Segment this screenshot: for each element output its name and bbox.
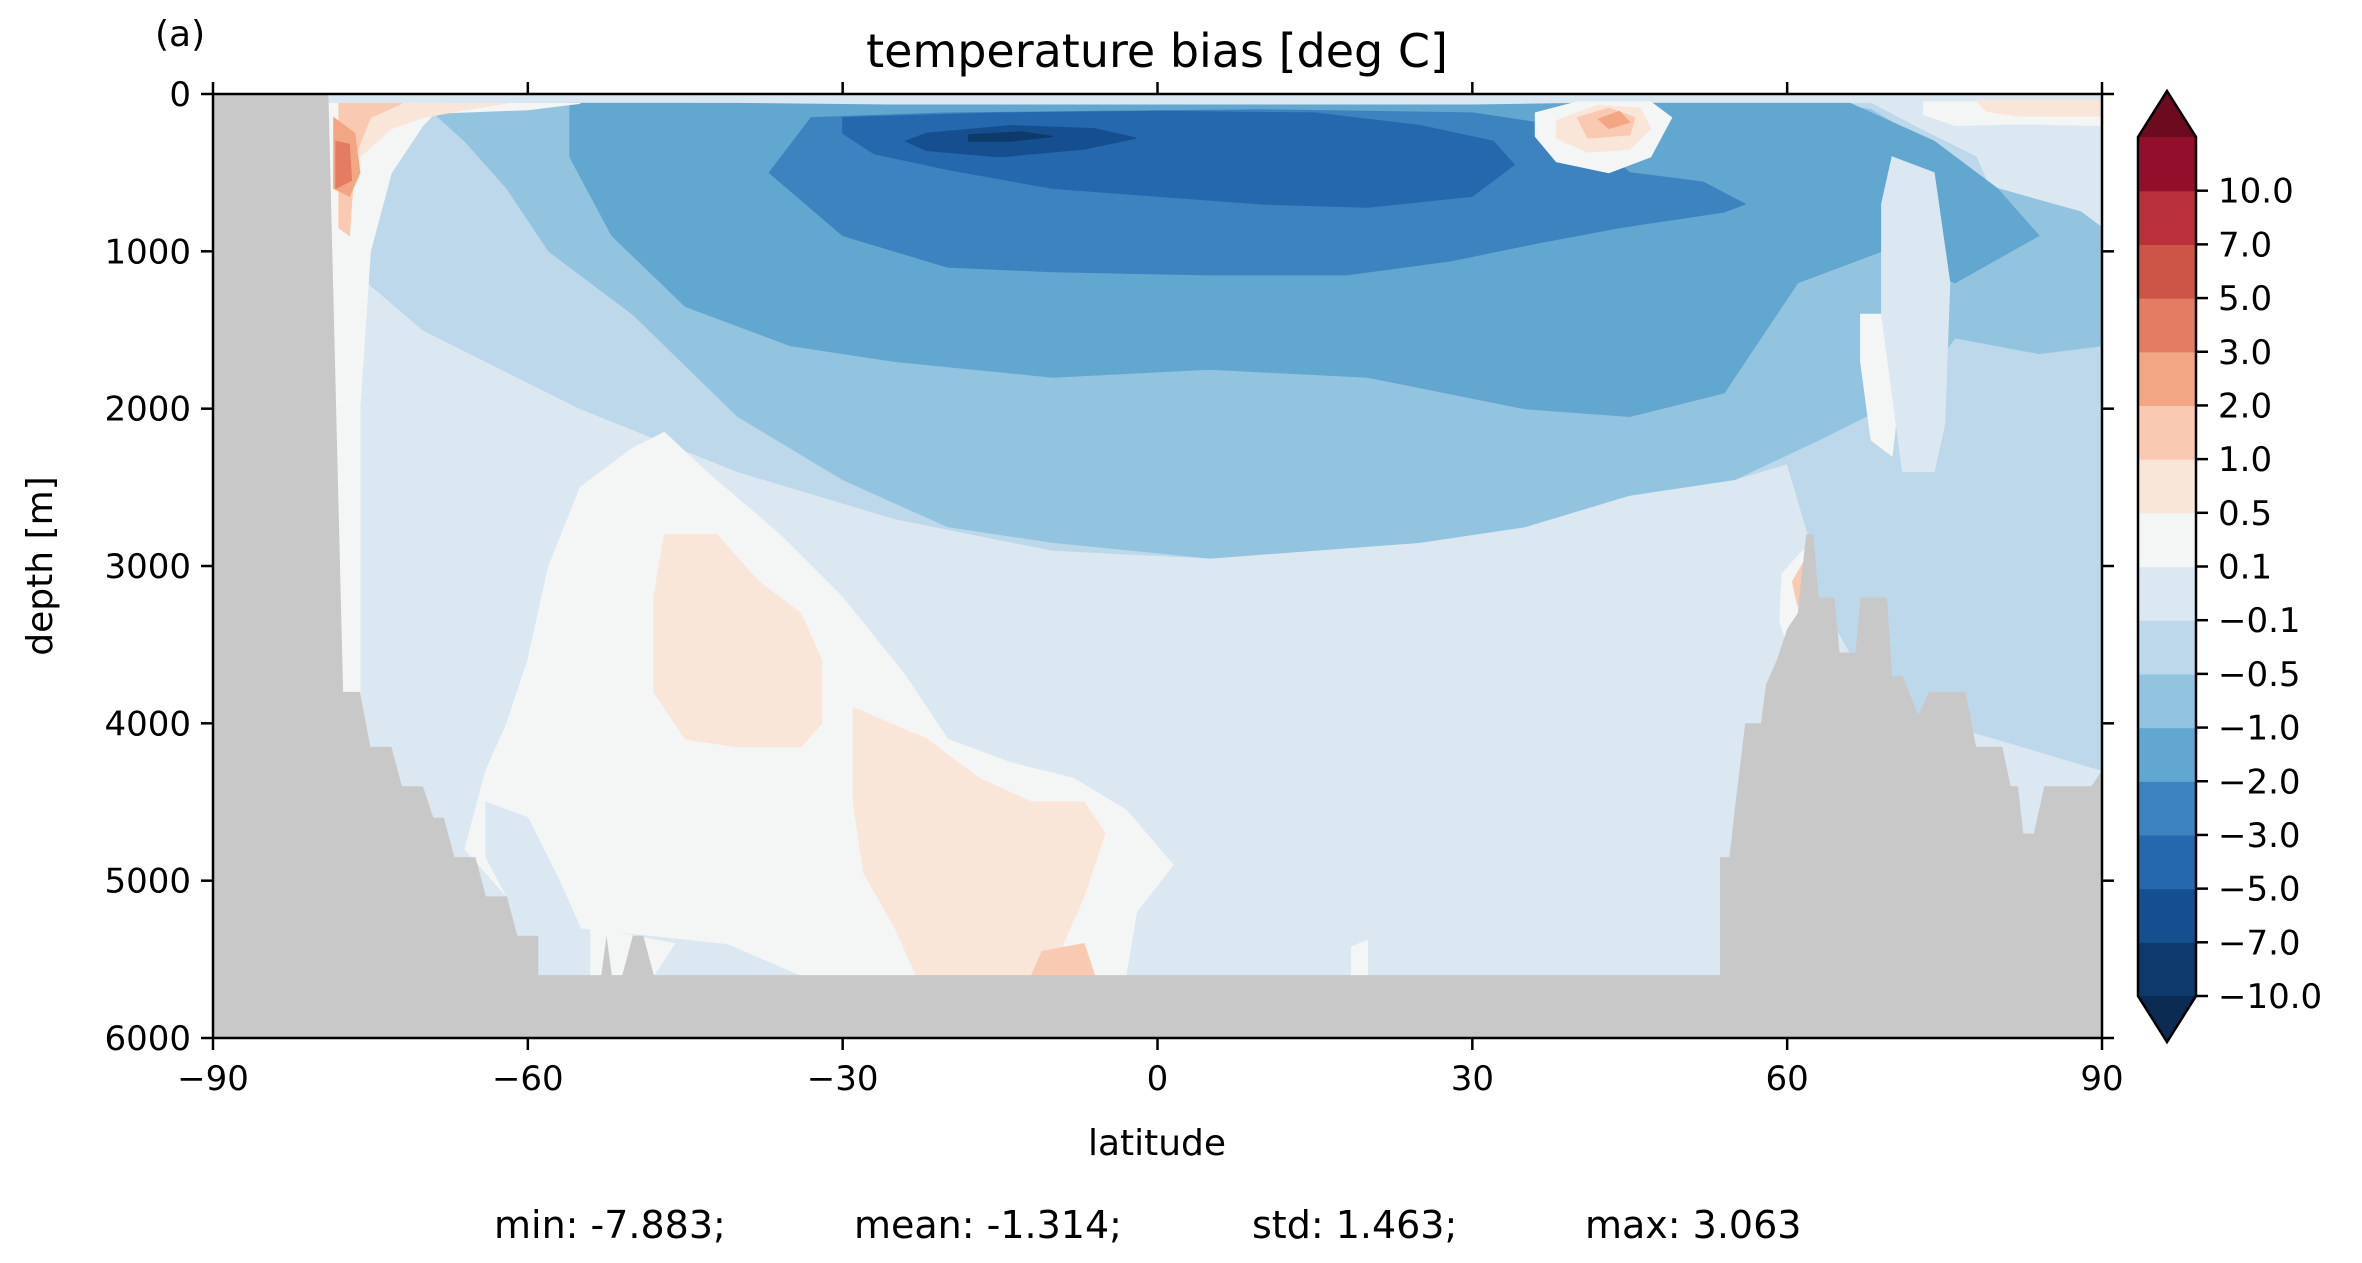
x-tick-label: 90 — [2080, 1059, 2123, 1099]
contour-region — [904, 124, 1137, 158]
colorbar-swatch — [2138, 512, 2196, 568]
y-tick-label: 0 — [169, 75, 191, 115]
y-axis-label: depth [m] — [20, 476, 61, 655]
contour-region — [653, 534, 823, 748]
colorbar-tick-label: 1.0 — [2218, 440, 2272, 480]
panel-label: (a) — [155, 14, 205, 55]
colorbar-tick-label: −2.0 — [2218, 762, 2301, 802]
colorbar-tick-label: 0.5 — [2218, 494, 2272, 534]
colorbar: −10.0 −7.0 −5.0 −3.0 −2.0 −1.0 −0.5 −0.1 0.1 0.5 1… — [2136, 88, 2322, 1045]
y-tick-label: 2000 — [104, 390, 191, 430]
colorbar-swatch — [2138, 942, 2196, 997]
colorbar-swatch — [2138, 298, 2196, 353]
x-tick-label: 0 — [1147, 1059, 1169, 1099]
contour-region — [335, 140, 353, 190]
colorbar-extend-max — [2138, 91, 2196, 137]
colorbar-swatch — [2138, 620, 2196, 675]
contour-region — [485, 801, 582, 937]
stat-min: min: -7.883; — [494, 1203, 726, 1247]
y-tick-label: 3000 — [104, 547, 191, 587]
x-tick-label: 60 — [1766, 1059, 1809, 1099]
x-tick-label: −60 — [492, 1059, 564, 1099]
colorbar-swatch — [2138, 673, 2196, 729]
colorbar-tick-label: 0.1 — [2218, 548, 2272, 588]
colorbar-swatch — [2138, 351, 2196, 407]
contour-regions — [327, 99, 2102, 976]
stat-std: std: 1.463; — [1252, 1203, 1457, 1247]
stat-mean: mean: -1.314; — [854, 1203, 1122, 1247]
colorbar-tick-label: −7.0 — [2218, 923, 2301, 963]
contour-region — [1881, 156, 1951, 473]
colorbar-swatch — [2138, 834, 2196, 890]
plot-area — [213, 94, 2102, 1038]
colorbar-swatch — [2138, 244, 2196, 299]
colorbar-tick-label: −0.5 — [2218, 655, 2301, 695]
x-tick-label: 30 — [1451, 1059, 1494, 1099]
colorbar-tick-label: 5.0 — [2218, 279, 2272, 319]
colorbar-tick-label: −1.0 — [2218, 709, 2301, 749]
colorbar-swatch — [2138, 405, 2196, 460]
bathymetry-land-mask — [213, 94, 2102, 1038]
colorbar-swatch — [2138, 888, 2196, 943]
colorbar-swatch — [2138, 566, 2196, 621]
colorbar-tick-label: −5.0 — [2218, 870, 2301, 910]
contour-region — [852, 706, 1106, 976]
colorbar-tick-label: 3.0 — [2218, 333, 2272, 373]
stat-max: max: 3.063 — [1585, 1203, 1801, 1247]
contour-region — [1351, 939, 1368, 976]
contour-region — [968, 131, 1053, 142]
colorbar-tick-label: 10.0 — [2218, 172, 2294, 212]
chart-title: temperature bias [deg C] — [866, 24, 1448, 78]
y-tick-label: 6000 — [104, 1019, 191, 1059]
x-axis-label: latitude — [1088, 1123, 1226, 1164]
colorbar-swatch — [2138, 190, 2196, 245]
y-tick-label: 4000 — [104, 704, 191, 744]
colorbar-tick-label: −3.0 — [2218, 816, 2301, 856]
axes: −90 −60 −30 0 30 60 90 0 1000 2000 3000 4000 5000 600… — [104, 75, 2123, 1099]
colorbar-swatch — [2138, 727, 2196, 782]
colorbar-outline — [2136, 88, 2198, 1045]
colorbar-swatch — [2138, 459, 2196, 514]
colorbar-extend-min — [2138, 996, 2196, 1042]
y-tick-label: 5000 — [104, 862, 191, 902]
colorbar-tick-label: −10.0 — [2218, 977, 2322, 1017]
x-tick-label: −90 — [177, 1059, 249, 1099]
contour-region — [1597, 110, 1631, 130]
y-tick-label: 1000 — [104, 232, 191, 272]
colorbar-tick-label: −0.1 — [2218, 601, 2301, 641]
colorbar-tick-label: 2.0 — [2218, 386, 2272, 426]
contour-region — [1974, 99, 2102, 117]
colorbar-swatch — [2138, 137, 2196, 192]
x-tick-label: −30 — [807, 1059, 879, 1099]
colorbar-tick-label: 7.0 — [2218, 225, 2272, 265]
colorbar-swatch — [2138, 781, 2196, 836]
